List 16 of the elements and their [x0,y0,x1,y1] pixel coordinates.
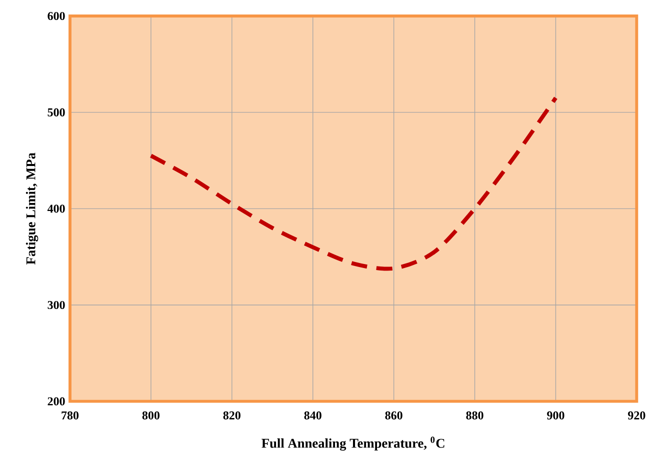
x-axis-title: Full Annealing Temperature, $^{0}$C [262,436,444,451]
y-tick-label: 200 [48,397,65,406]
x-tick-label: 780 [62,411,79,420]
y-tick-label: 500 [48,108,65,116]
y-tick-label: 600 [48,12,65,20]
line-series [148,96,558,271]
x-tick-label: 860 [385,411,402,420]
x-tick-label: 820 [223,411,240,420]
x-tick-label: 800 [142,411,160,420]
y-tick-label: 400 [47,204,65,213]
x-tick-label: 840 [304,411,322,420]
y-tick-label: 300 [48,300,65,310]
y-axis-title: Fatigue Limit, MPa [26,152,38,265]
x-tick-label: 920 [628,411,646,420]
x-tick-label: 880 [466,411,484,420]
x-tick-label: 900 [547,411,564,420]
